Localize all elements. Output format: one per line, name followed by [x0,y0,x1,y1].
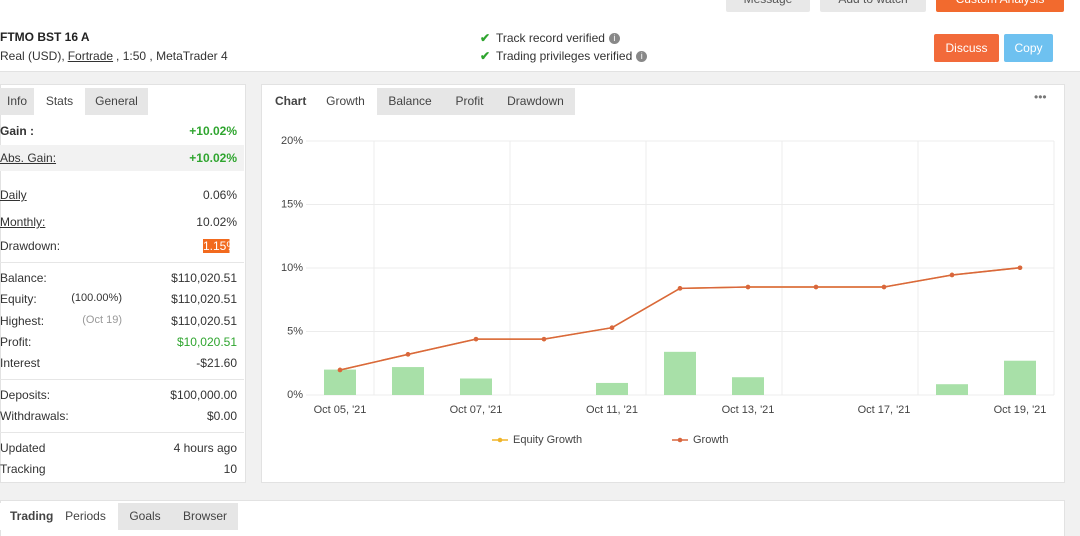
bottom-tab[interactable]: Trading [0,503,53,530]
top-button[interactable]: Message [726,0,810,12]
stat-label: Equity: [0,292,37,306]
chart-tab[interactable]: Balance [377,88,443,115]
stat-label: Tracking [0,462,46,476]
stat-label: Balance: [0,271,47,285]
stat-label: Profit: [0,335,32,349]
chart-tab[interactable]: Growth [314,88,377,115]
separator [0,262,244,263]
account-title: FTMO BST 16 A [0,30,90,44]
discuss-button[interactable]: Discuss [934,34,999,62]
info-tab[interactable]: General [85,88,148,115]
top-button[interactable]: Add to watch [820,0,926,12]
chart-tab[interactable]: Drawdown [496,88,575,115]
stat-label: Drawdown: [0,239,61,253]
stat-value: $10,020.51 [176,335,237,349]
chart-menu[interactable]: ••• [1034,90,1047,104]
stat-label: Gain : [0,124,35,138]
chart-panel [261,84,1065,483]
stat-label: Deposits: [0,388,51,402]
verification-text: Trading privileges verified i [496,49,648,63]
stat-label: Updated [0,441,46,455]
row-highlight [0,145,244,171]
account-subtitle: Real (USD), Fortrade, 1:50 , MetaTrader 4 [0,49,228,63]
chart-tab[interactable]: Chart [265,88,310,115]
stat-value: $110,020.51 [171,314,237,328]
bottom-tab[interactable]: Periods [53,503,118,530]
top-button[interactable]: Custom Analysis [936,0,1064,12]
header-bar [0,0,1080,72]
stat-value: 4 hours ago [173,441,237,455]
stat-label: Interest [0,356,41,370]
separator [0,379,244,380]
bottom-tab[interactable]: Browser [172,503,238,530]
stat-label[interactable]: Daily [0,188,27,202]
separator [0,432,244,433]
bottom-tab[interactable]: Goals [118,503,172,530]
info-tab[interactable]: Stats [34,88,85,115]
stat-value: 1.15% [202,239,237,253]
stat-label: Highest: [0,314,45,328]
stat-note: (Oct 19) [82,314,122,326]
chart-tab[interactable]: Profit [443,88,496,115]
stat-value: +10.02% [189,124,237,138]
stat-label[interactable]: Abs. Gain: [0,151,57,165]
check-icon: ✔ [480,49,491,63]
stat-note: (100.00%) [71,292,122,304]
info-icon[interactable]: i [608,33,620,45]
stat-value: $0.00 [206,409,237,423]
stat-value: $100,000.00 [170,388,237,402]
stat-value: $110,020.51 [171,271,237,285]
stat-value: +10.02% [189,151,237,165]
check-icon: ✔ [480,31,491,45]
info-icon[interactable]: i [636,51,648,63]
subtitle-text: , 1:50 , MetaTrader 4 [116,49,228,63]
stat-value: $110,020.51 [171,292,237,306]
stat-value: -$21.60 [196,356,237,370]
stat-value: 0.06% [202,188,237,202]
stat-value: 10.02% [196,215,237,229]
broker-link[interactable]: Fortrade [67,49,114,63]
verification-text: Track record verified i [496,31,620,45]
subtitle-text: Real (USD), [0,49,65,63]
info-tab[interactable]: Info [0,88,34,115]
stat-label[interactable]: Monthly: [0,215,46,229]
stat-value: 10 [223,462,237,476]
stat-label: Withdrawals: [0,409,69,423]
copy-button[interactable]: Copy [1004,34,1053,62]
